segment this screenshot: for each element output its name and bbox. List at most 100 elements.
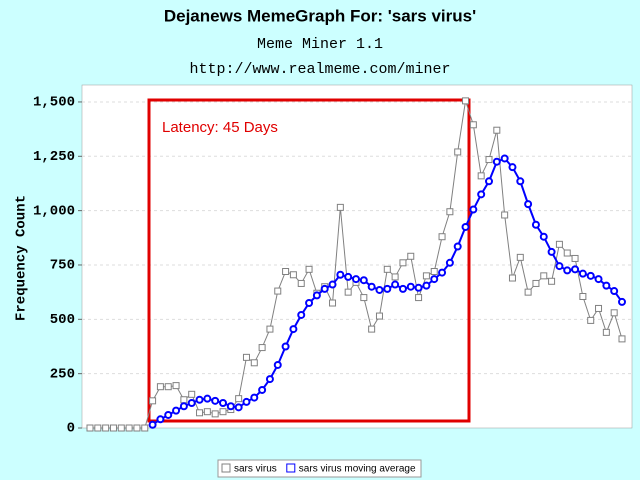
chart-subtitle: Meme Miner 1.1: [257, 36, 383, 53]
point: [406, 282, 415, 291]
point: [398, 284, 407, 293]
point: [203, 408, 211, 416]
point: [524, 288, 532, 296]
point: [172, 382, 180, 390]
y-tick-label: 0: [67, 421, 75, 437]
point: [242, 353, 250, 361]
point: [282, 267, 290, 275]
point: [462, 97, 470, 105]
point: [383, 265, 391, 273]
point: [547, 247, 556, 256]
point: [578, 269, 587, 278]
point: [548, 277, 556, 285]
point: [618, 297, 626, 306]
point: [235, 395, 243, 403]
point: [344, 288, 352, 296]
point: [297, 310, 306, 319]
point: [469, 205, 478, 214]
point: [102, 424, 110, 432]
point: [258, 385, 267, 394]
point: [438, 233, 446, 241]
legend-label: sars virus moving average: [299, 464, 416, 475]
point: [352, 275, 360, 284]
point: [594, 275, 603, 284]
point: [602, 281, 611, 290]
point: [211, 396, 220, 405]
point: [368, 325, 376, 333]
point: [477, 190, 486, 199]
point: [86, 424, 94, 432]
annotation-box: [147, 98, 471, 423]
point: [454, 148, 462, 156]
point: [188, 390, 196, 398]
point: [508, 274, 516, 282]
point: [156, 383, 164, 391]
point: [336, 270, 345, 279]
point: [328, 280, 337, 289]
point: [242, 397, 251, 406]
point: [141, 424, 149, 432]
point: [367, 282, 376, 291]
point: [391, 273, 399, 281]
y-axis-label: Frequency Count: [14, 195, 30, 321]
point: [297, 279, 305, 287]
point: [595, 304, 603, 312]
point: [563, 249, 571, 257]
point: [469, 121, 477, 129]
point: [125, 424, 133, 432]
point: [555, 262, 564, 271]
point: [195, 395, 204, 404]
point: [320, 284, 329, 293]
point: [219, 408, 227, 416]
point: [258, 344, 266, 352]
point: [618, 335, 626, 343]
point: [234, 403, 243, 412]
point: [422, 272, 430, 280]
point: [359, 276, 368, 285]
point: [430, 275, 439, 284]
point: [336, 203, 344, 211]
chart-title: Dejanews MemeGraph For: 'sars virus': [164, 6, 476, 25]
point: [399, 259, 407, 267]
point: [273, 360, 282, 369]
point: [289, 325, 298, 334]
point: [445, 258, 454, 267]
point: [172, 406, 181, 415]
point: [415, 294, 423, 302]
point: [477, 172, 485, 180]
point: [453, 242, 462, 251]
point: [266, 325, 274, 333]
point: [571, 254, 579, 262]
point: [571, 265, 580, 274]
point: [180, 396, 188, 404]
point: [407, 252, 415, 260]
point: [211, 410, 219, 418]
point: [610, 309, 618, 317]
point: [226, 402, 235, 411]
point: [383, 284, 392, 293]
point: [329, 299, 337, 307]
point: [563, 266, 572, 275]
point: [492, 157, 501, 166]
point: [532, 279, 540, 287]
point: [196, 409, 204, 417]
point: [422, 281, 431, 290]
point: [149, 397, 157, 405]
point: [219, 399, 227, 408]
point: [305, 265, 313, 273]
point: [164, 410, 173, 419]
point: [344, 272, 353, 281]
point: [391, 280, 400, 289]
point: [516, 177, 525, 186]
point: [250, 393, 259, 402]
point: [94, 424, 102, 432]
point: [187, 399, 196, 408]
point: [179, 402, 188, 411]
point: [117, 424, 125, 432]
point: [203, 394, 212, 403]
point: [579, 292, 587, 300]
point: [516, 253, 524, 261]
point: [485, 156, 493, 164]
legend-swatch: [221, 463, 231, 473]
